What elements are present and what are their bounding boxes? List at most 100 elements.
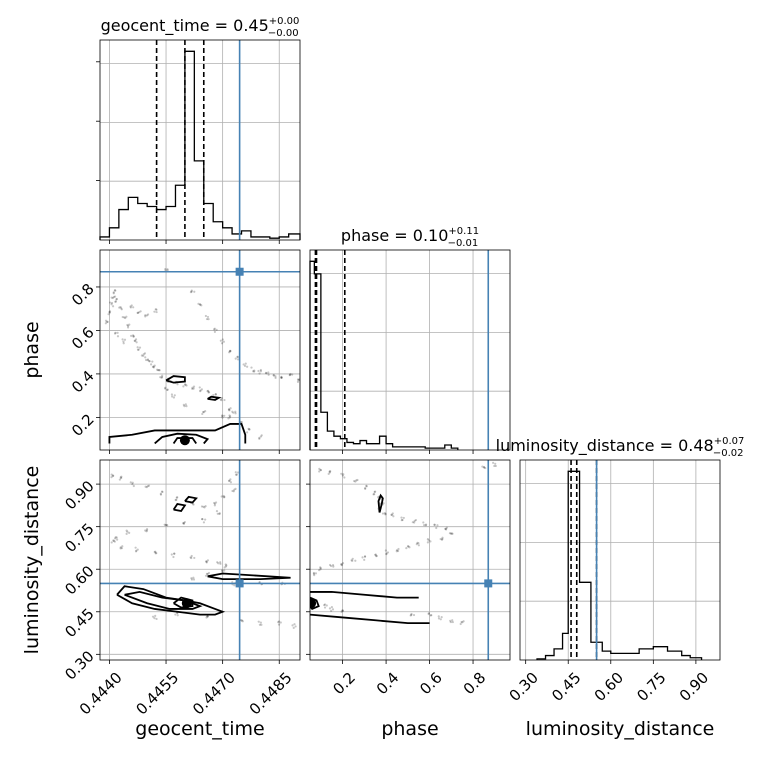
sample-point bbox=[318, 467, 321, 471]
sample-point bbox=[207, 389, 210, 392]
sample-point bbox=[152, 365, 155, 368]
sample-point bbox=[111, 296, 114, 300]
sample-point bbox=[214, 501, 218, 504]
sample-point bbox=[222, 494, 225, 498]
x-tick-label-phase: 0.4 bbox=[373, 669, 403, 699]
sample-point bbox=[165, 523, 168, 527]
sample-point bbox=[417, 542, 420, 545]
sample-point bbox=[129, 481, 132, 484]
sample-point bbox=[110, 476, 113, 479]
sample-point bbox=[106, 320, 109, 323]
sample-point bbox=[384, 513, 387, 516]
2d-phase_vs_geocent_time-content bbox=[100, 250, 300, 450]
sample-point bbox=[291, 624, 294, 627]
sample-point bbox=[160, 376, 163, 379]
sample-point bbox=[397, 547, 400, 551]
sample-point bbox=[220, 342, 224, 345]
sample-point bbox=[231, 410, 234, 413]
sample-point bbox=[232, 411, 235, 414]
title-main: phase = 0.10 bbox=[341, 226, 448, 245]
sample-point bbox=[206, 615, 209, 618]
sample-point bbox=[144, 315, 147, 318]
hist-panel-phase bbox=[309, 249, 511, 454]
sample-point bbox=[161, 490, 164, 494]
sample-point bbox=[142, 353, 145, 356]
sample-point bbox=[482, 466, 486, 469]
sample-point bbox=[227, 479, 231, 482]
sample-point bbox=[385, 552, 388, 555]
sample-point bbox=[175, 498, 178, 501]
sample-point bbox=[173, 394, 176, 397]
sample-point bbox=[173, 552, 176, 555]
sample-point bbox=[228, 408, 231, 411]
sample-point bbox=[240, 421, 243, 424]
sample-point bbox=[319, 566, 322, 569]
sample-point bbox=[267, 371, 270, 374]
sample-point bbox=[318, 569, 321, 572]
sample-point bbox=[328, 607, 332, 610]
2d-panel-lumdist_vs_geocent_time bbox=[96, 459, 301, 664]
sample-point bbox=[128, 531, 131, 534]
sample-point bbox=[219, 562, 222, 565]
contour-line bbox=[116, 585, 226, 616]
sample-point bbox=[202, 411, 206, 414]
sample-point bbox=[214, 393, 217, 396]
sample-point bbox=[402, 516, 405, 520]
sample-point bbox=[206, 389, 209, 393]
sample-point bbox=[429, 614, 432, 617]
sample-point bbox=[407, 545, 410, 548]
sample-point bbox=[267, 373, 270, 376]
sample-point bbox=[113, 332, 117, 335]
sample-point bbox=[248, 428, 251, 431]
sample-point bbox=[145, 528, 149, 531]
sample-point bbox=[259, 621, 262, 624]
sample-point bbox=[155, 308, 158, 311]
sample-point bbox=[189, 291, 193, 294]
sample-point bbox=[127, 324, 130, 327]
sample-point bbox=[120, 307, 123, 310]
sample-point bbox=[223, 566, 226, 569]
sample-point bbox=[241, 620, 244, 623]
sample-point bbox=[440, 538, 444, 541]
sample-point bbox=[155, 310, 158, 314]
sample-point bbox=[223, 414, 226, 417]
sample-point bbox=[115, 536, 118, 539]
sample-point bbox=[143, 352, 147, 355]
sample-point bbox=[451, 619, 454, 622]
sample-point bbox=[148, 360, 151, 363]
sample-point bbox=[136, 311, 140, 314]
sample-point bbox=[111, 305, 115, 308]
sample-point bbox=[164, 387, 167, 390]
sample-point bbox=[144, 529, 147, 532]
sample-point bbox=[114, 300, 117, 303]
sample-point bbox=[125, 315, 128, 318]
x-tick-label-phase: 0.8 bbox=[460, 669, 490, 699]
sample-point bbox=[126, 323, 129, 327]
sample-point bbox=[234, 412, 237, 415]
sample-point bbox=[176, 383, 179, 386]
sample-point bbox=[123, 338, 127, 341]
sample-point bbox=[147, 484, 151, 487]
sample-point bbox=[341, 562, 345, 565]
sample-point bbox=[119, 476, 122, 479]
sample-point bbox=[430, 613, 433, 617]
sample-point bbox=[213, 502, 216, 505]
sample-point bbox=[213, 504, 216, 507]
sample-point bbox=[207, 317, 210, 321]
y-tick-label-phase: 0.2 bbox=[68, 410, 98, 440]
truth-marker bbox=[235, 579, 244, 588]
sample-point bbox=[229, 349, 232, 353]
sample-point bbox=[323, 603, 326, 607]
sample-point bbox=[373, 490, 376, 494]
sample-point bbox=[202, 505, 205, 508]
title-phase: phase = 0.10+0.11 −0.01 bbox=[341, 226, 479, 249]
sample-point bbox=[221, 338, 224, 341]
sample-point bbox=[424, 524, 427, 527]
sample-point bbox=[277, 620, 280, 624]
sample-point bbox=[139, 310, 142, 313]
x-tick-label-luminosity_distance: 0.60 bbox=[591, 669, 627, 705]
x-tick-label-geocent_time: 0.4470 bbox=[189, 669, 239, 719]
sample-point bbox=[183, 520, 186, 524]
sample-point bbox=[108, 310, 112, 313]
sample-point bbox=[444, 528, 448, 531]
